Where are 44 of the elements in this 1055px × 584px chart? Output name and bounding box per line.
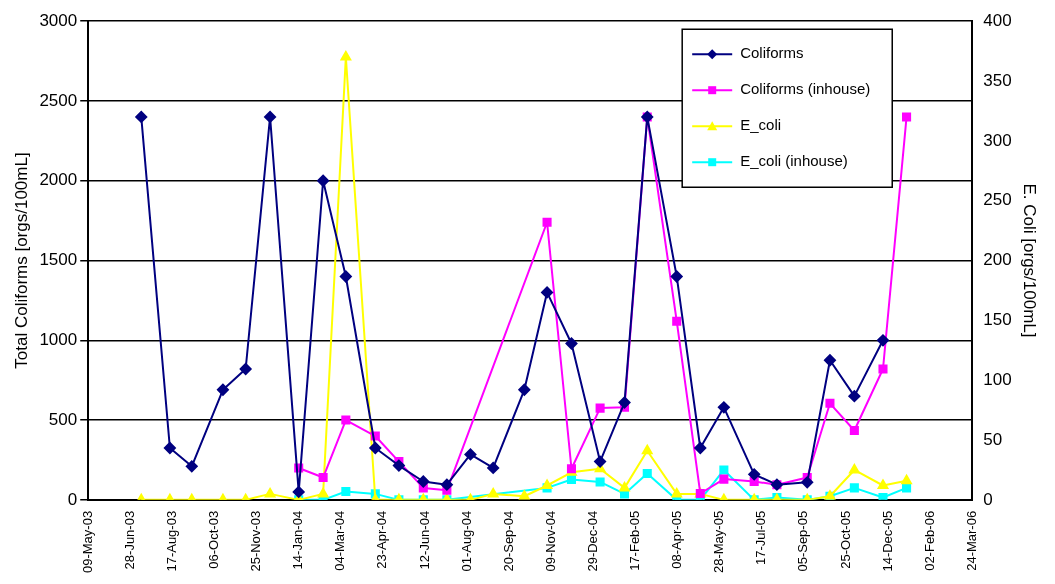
y2-tick-label: 350 — [983, 70, 1012, 90]
x-tick-label: 09-May-03 — [79, 510, 95, 573]
y2-tick-label: 200 — [983, 250, 1012, 270]
x-tick-label: 20-Sep-04 — [500, 510, 516, 572]
x-tick-label: 25-Oct-05 — [837, 510, 853, 569]
y2-tick-label: 0 — [983, 489, 993, 509]
y2-tick-label: 100 — [983, 369, 1012, 389]
legend-label: Coliforms (inhouse) — [740, 80, 871, 98]
x-tick-label: 05-Sep-05 — [795, 510, 811, 572]
x-tick-label: 28-Jun-03 — [121, 510, 137, 570]
x-tick-label: 25-Nov-03 — [248, 510, 264, 572]
y-tick-label: 2500 — [39, 90, 78, 110]
x-tick-label: 01-Aug-04 — [458, 510, 474, 572]
x-tick-label: 02-Feb-06 — [921, 510, 937, 571]
y2-tick-label: 250 — [983, 190, 1012, 210]
y-tick-label: 0 — [67, 489, 78, 509]
x-tick-label: 09-Nov-04 — [542, 510, 558, 572]
y2-tick-label: 50 — [983, 429, 1003, 449]
x-tick-label: 14-Jan-04 — [290, 510, 306, 570]
y-tick-label: 3000 — [39, 10, 78, 30]
x-tick-label: 08-Apr-05 — [669, 510, 685, 569]
y2-axis-title: E. Coli [orgs/100mL] — [1020, 183, 1040, 338]
x-tick-label: 24-Mar-06 — [963, 510, 979, 571]
y-tick-label: 1500 — [39, 250, 78, 270]
x-tick-label: 28-May-05 — [711, 510, 727, 573]
x-tick-label: 04-Mar-04 — [332, 510, 348, 571]
legend-label: Coliforms — [740, 44, 804, 62]
y2-tick-label: 150 — [983, 310, 1012, 330]
y-axis-title: Total Coliforms [orgs/100mL] — [11, 152, 31, 369]
y-tick-label: 2000 — [39, 170, 78, 190]
legend-label: E_coli (inhouse) — [740, 152, 848, 170]
x-tick-label: 14-Dec-05 — [879, 510, 895, 572]
x-tick-label: 17-Jul-05 — [753, 510, 769, 566]
legend-label: E_coli — [740, 116, 782, 134]
x-tick-label: 17-Feb-05 — [627, 510, 643, 571]
x-tick-label: 29-Dec-04 — [584, 510, 600, 572]
y-tick-label: 500 — [48, 409, 78, 429]
x-tick-label: 12-Jun-04 — [416, 510, 432, 570]
y2-tick-label: 400 — [983, 10, 1012, 30]
x-tick-label: 23-Apr-04 — [374, 510, 390, 569]
x-tick-label: 06-Oct-03 — [206, 510, 222, 569]
x-tick-label: 17-Aug-03 — [163, 510, 179, 572]
y-tick-label: 1000 — [39, 330, 78, 349]
y2-tick-label: 300 — [983, 130, 1012, 150]
